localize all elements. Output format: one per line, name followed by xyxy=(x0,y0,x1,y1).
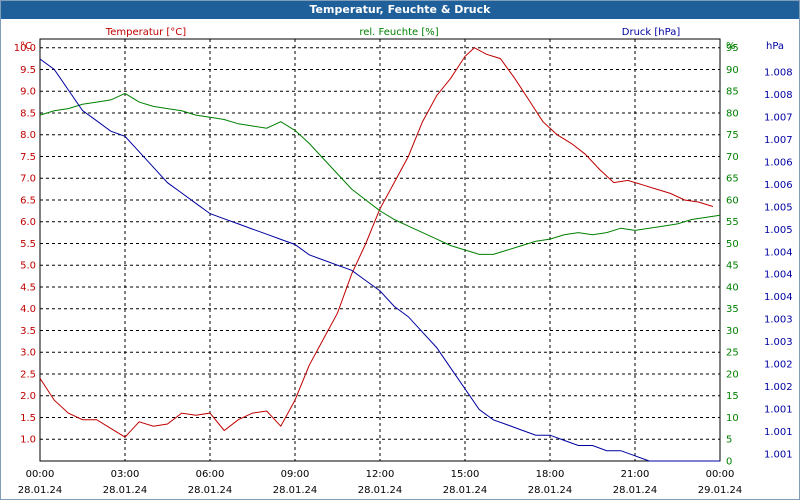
x-tick-date: 28.01.24 xyxy=(613,485,658,496)
y-right-pressure-tick: 1.004 xyxy=(764,292,793,303)
y-right-humidity-tick: 55 xyxy=(726,217,739,228)
series-line-pressure xyxy=(39,58,720,462)
y-left-tick: 5.0 xyxy=(20,261,36,272)
x-tick-time: 15:00 xyxy=(451,469,480,480)
y-right-pressure-tick: 1.007 xyxy=(764,135,793,146)
y-left-tick: 2.5 xyxy=(20,369,36,380)
y-right-humidity-tick: 5 xyxy=(726,435,732,446)
y-right-pressure-tick: 1.002 xyxy=(764,360,793,371)
y-left-tick: 1.5 xyxy=(20,413,36,424)
y-right-humidity-tick: 15 xyxy=(726,391,739,402)
y-left-tick: 9.5 xyxy=(20,65,36,76)
x-tick-time: 03:00 xyxy=(111,469,140,480)
chart-title: Temperatur, Feuchte & Druck xyxy=(1,1,799,19)
x-tick-date: 28.01.24 xyxy=(103,485,148,496)
y-left-tick: 1.0 xyxy=(20,435,36,446)
y-right-humidity-tick: 80 xyxy=(726,108,739,119)
x-tick-time: 09:00 xyxy=(281,469,310,480)
y-left-tick: 4.5 xyxy=(20,282,36,293)
x-tick-time: 00:00 xyxy=(26,469,55,480)
x-tick-time: 06:00 xyxy=(196,469,225,480)
y-left-tick: 7.5 xyxy=(20,152,36,163)
y-right-humidity-tick: 10 xyxy=(726,413,739,424)
y-right-humidity-tick: 90 xyxy=(726,65,739,76)
y-right-humidity-tick: 45 xyxy=(726,261,739,272)
y-right-pressure-tick: 1.004 xyxy=(764,270,793,281)
y-right-humidity-tick: 40 xyxy=(726,282,739,293)
y-right-pressure-tick: 1.006 xyxy=(764,157,793,168)
legend-humidity: rel. Feuchte [%] xyxy=(359,27,438,38)
y-right-humidity-tick: 70 xyxy=(726,152,739,163)
x-tick-time: 21:00 xyxy=(621,469,650,480)
y-left-tick: 8.5 xyxy=(20,108,36,119)
right-axis-unit-percent: % xyxy=(726,41,736,52)
x-tick-time: 00:00 xyxy=(706,469,735,480)
y-left-tick: 10.0 xyxy=(14,43,36,54)
y-left-tick: 6.5 xyxy=(20,195,36,206)
x-tick-date: 28.01.24 xyxy=(528,485,573,496)
y-right-pressure-tick: 1.005 xyxy=(764,225,793,236)
y-right-humidity-tick: 25 xyxy=(726,348,739,359)
legend-temperature: Temperatur [°C] xyxy=(105,27,186,38)
y-left-tick: 7.0 xyxy=(20,174,36,185)
series-line-temperature xyxy=(39,47,714,438)
y-right-humidity-tick: 20 xyxy=(726,369,739,380)
y-right-pressure-tick: 1.003 xyxy=(764,337,793,348)
y-right-humidity-tick: 65 xyxy=(726,174,739,185)
y-left-tick: 5.5 xyxy=(20,239,36,250)
y-left-tick: 3.5 xyxy=(20,326,36,337)
y-right-pressure-tick: 1.003 xyxy=(764,315,793,326)
y-left-tick: 8.0 xyxy=(20,130,36,141)
y-right-humidity-tick: 0 xyxy=(726,457,732,468)
y-left-tick: 6.0 xyxy=(20,217,36,228)
x-tick-date: 28.01.24 xyxy=(273,485,318,496)
x-tick-date: 28.01.24 xyxy=(188,485,233,496)
y-right-humidity-tick: 95 xyxy=(726,43,739,54)
y-left-tick: 4.0 xyxy=(20,304,36,315)
y-right-pressure-tick: 1.006 xyxy=(764,180,793,191)
y-right-humidity-tick: 35 xyxy=(726,304,739,315)
x-tick-date: 28.01.24 xyxy=(358,485,403,496)
y-right-pressure-tick: 1.007 xyxy=(764,112,793,123)
y-right-pressure-tick: 1.005 xyxy=(764,202,793,213)
y-right-humidity-tick: 60 xyxy=(726,195,739,206)
left-axis-unit: °C xyxy=(20,41,32,52)
y-right-pressure-tick: 1.004 xyxy=(764,247,793,258)
y-right-pressure-tick: 1.001 xyxy=(764,450,793,461)
x-tick-time: 18:00 xyxy=(536,469,565,480)
y-right-pressure-tick: 1.008 xyxy=(764,68,793,79)
y-right-pressure-tick: 1.008 xyxy=(764,90,793,101)
right-axis-unit-hpa: hPa xyxy=(766,41,784,52)
legend-pressure: Druck [hPa] xyxy=(622,27,681,38)
y-right-pressure-tick: 1.001 xyxy=(764,405,793,416)
x-tick-time: 12:00 xyxy=(366,469,395,480)
y-right-humidity-tick: 30 xyxy=(726,326,739,337)
y-right-humidity-tick: 75 xyxy=(726,130,739,141)
x-tick-date: 28.01.24 xyxy=(18,485,63,496)
y-right-pressure-tick: 1.001 xyxy=(764,427,793,438)
series-line-humidity xyxy=(39,92,721,255)
y-left-tick: 3.0 xyxy=(20,348,36,359)
y-right-pressure-tick: 1.002 xyxy=(764,382,793,393)
x-tick-date: 28.01.24 xyxy=(443,485,488,496)
y-right-humidity-tick: 50 xyxy=(726,239,739,250)
chart-plot: 00:00 28.01.24 03:00 28.01.24 06:00 28.01.24 0… xyxy=(14,27,793,496)
y-left-tick: 2.0 xyxy=(20,391,36,402)
x-tick-date: 29.01.24 xyxy=(698,485,743,496)
y-left-tick: 9.0 xyxy=(20,87,36,98)
y-right-humidity-tick: 85 xyxy=(726,87,739,98)
